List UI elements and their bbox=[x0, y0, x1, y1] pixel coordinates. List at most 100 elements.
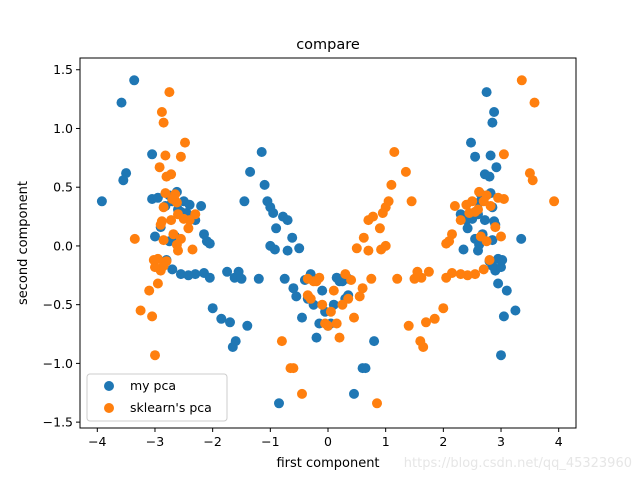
point-sklearn-s-pca bbox=[493, 192, 504, 203]
point-my-pca bbox=[271, 223, 282, 234]
y-tick-label: −1.5 bbox=[43, 415, 73, 430]
point-sklearn-s-pca bbox=[386, 179, 397, 190]
point-sklearn-s-pca bbox=[376, 244, 387, 255]
point-sklearn-s-pca bbox=[173, 209, 183, 220]
point-sklearn-s-pca bbox=[464, 208, 475, 218]
point-sklearn-s-pca bbox=[160, 150, 171, 161]
point-my-pca bbox=[491, 162, 502, 173]
point-sklearn-s-pca bbox=[334, 332, 345, 343]
point-sklearn-s-pca bbox=[478, 264, 489, 275]
point-sklearn-s-pca bbox=[187, 244, 198, 255]
watermark-text: https://blog.csdn.net/qq_45323960 bbox=[404, 456, 632, 471]
point-my-pca bbox=[462, 223, 473, 234]
point-my-pca bbox=[268, 208, 279, 218]
point-sklearn-s-pca bbox=[158, 117, 169, 128]
point-sklearn-s-pca bbox=[415, 336, 426, 347]
point-my-pca bbox=[269, 244, 280, 255]
point-sklearn-s-pca bbox=[168, 229, 179, 240]
point-my-pca bbox=[222, 266, 233, 277]
point-sklearn-s-pca bbox=[358, 232, 369, 243]
point-sklearn-s-pca bbox=[498, 149, 509, 160]
point-sklearn-s-pca bbox=[351, 243, 362, 254]
point-sklearn-s-pca bbox=[302, 290, 313, 301]
point-sklearn-s-pca bbox=[183, 223, 194, 234]
point-sklearn-s-pca bbox=[496, 231, 506, 242]
point-my-pca bbox=[279, 273, 290, 284]
point-sklearn-s-pca bbox=[302, 273, 313, 284]
point-my-pca bbox=[466, 137, 476, 148]
point-sklearn-s-pca bbox=[441, 272, 452, 283]
point-sklearn-s-pca bbox=[285, 363, 296, 374]
point-my-pca bbox=[360, 363, 371, 374]
point-my-pca bbox=[349, 388, 359, 399]
legend-box bbox=[86, 373, 228, 422]
point-my-pca bbox=[204, 272, 215, 283]
point-my-pca bbox=[484, 171, 495, 182]
point-sklearn-s-pca bbox=[144, 285, 155, 296]
point-sklearn-s-pca bbox=[160, 188, 171, 199]
point-my-pca bbox=[96, 196, 107, 207]
point-my-pca bbox=[259, 179, 270, 190]
point-my-pca bbox=[369, 336, 380, 347]
point-my-pca bbox=[291, 291, 302, 302]
point-sklearn-s-pca bbox=[166, 215, 177, 226]
point-sklearn-s-pca bbox=[455, 269, 466, 280]
point-sklearn-s-pca bbox=[337, 299, 348, 310]
point-sklearn-s-pca bbox=[484, 255, 495, 265]
point-sklearn-s-pca bbox=[331, 318, 342, 329]
point-my-pca bbox=[225, 317, 235, 328]
point-sklearn-s-pca bbox=[349, 312, 359, 323]
x-tick-label: 1 bbox=[382, 434, 390, 449]
point-sklearn-s-pca bbox=[429, 313, 440, 324]
point-my-pca bbox=[294, 243, 305, 254]
point-sklearn-s-pca bbox=[158, 235, 169, 246]
point-sklearn-s-pca bbox=[409, 273, 420, 284]
point-sklearn-s-pca bbox=[406, 196, 417, 207]
x-axis-label: first component bbox=[276, 456, 379, 471]
y-tick-label: 1.0 bbox=[53, 121, 73, 136]
point-sklearn-s-pca bbox=[366, 273, 377, 284]
x-tick-label: 2 bbox=[439, 434, 447, 449]
point-my-pca bbox=[498, 311, 509, 322]
point-sklearn-s-pca bbox=[461, 199, 472, 210]
point-my-pca bbox=[242, 320, 253, 331]
point-my-pca bbox=[245, 166, 256, 177]
point-sklearn-s-pca bbox=[529, 97, 540, 108]
points-layer bbox=[96, 75, 560, 409]
chart-title: compare bbox=[296, 37, 360, 53]
point-my-pca bbox=[236, 273, 247, 284]
point-my-pca bbox=[481, 87, 492, 98]
point-sklearn-s-pca bbox=[317, 299, 328, 310]
point-my-pca bbox=[317, 285, 328, 296]
point-sklearn-s-pca bbox=[527, 175, 538, 186]
point-sklearn-s-pca bbox=[167, 194, 178, 204]
point-sklearn-s-pca bbox=[154, 162, 165, 173]
point-sklearn-s-pca bbox=[400, 166, 411, 177]
x-tick-label: 3 bbox=[497, 434, 505, 449]
legend-marker-sklearn-pca bbox=[104, 403, 114, 413]
point-sklearn-s-pca bbox=[147, 311, 158, 322]
point-sklearn-s-pca bbox=[403, 320, 414, 331]
point-sklearn-s-pca bbox=[129, 233, 140, 244]
point-my-pca bbox=[230, 336, 241, 347]
point-sklearn-s-pca bbox=[135, 305, 146, 316]
point-sklearn-s-pca bbox=[516, 75, 527, 86]
point-sklearn-s-pca bbox=[421, 317, 431, 328]
point-my-pca bbox=[489, 107, 500, 117]
point-sklearn-s-pca bbox=[455, 215, 466, 226]
point-my-pca bbox=[116, 97, 127, 108]
x-tick-label: −4 bbox=[88, 434, 106, 449]
point-sklearn-s-pca bbox=[374, 223, 385, 234]
point-my-pca bbox=[274, 398, 284, 409]
point-sklearn-s-pca bbox=[148, 255, 159, 265]
point-sklearn-s-pca bbox=[363, 245, 374, 256]
legend-label-my-pca: my pca bbox=[130, 378, 176, 393]
point-my-pca bbox=[288, 283, 299, 294]
point-my-pca bbox=[496, 350, 506, 361]
y-tick-label: −1.0 bbox=[43, 356, 73, 371]
y-tick-label: 1.5 bbox=[53, 62, 73, 77]
x-tick-label: −1 bbox=[261, 434, 279, 449]
point-sklearn-s-pca bbox=[372, 398, 382, 409]
point-sklearn-s-pca bbox=[474, 186, 485, 197]
point-sklearn-s-pca bbox=[490, 222, 501, 233]
